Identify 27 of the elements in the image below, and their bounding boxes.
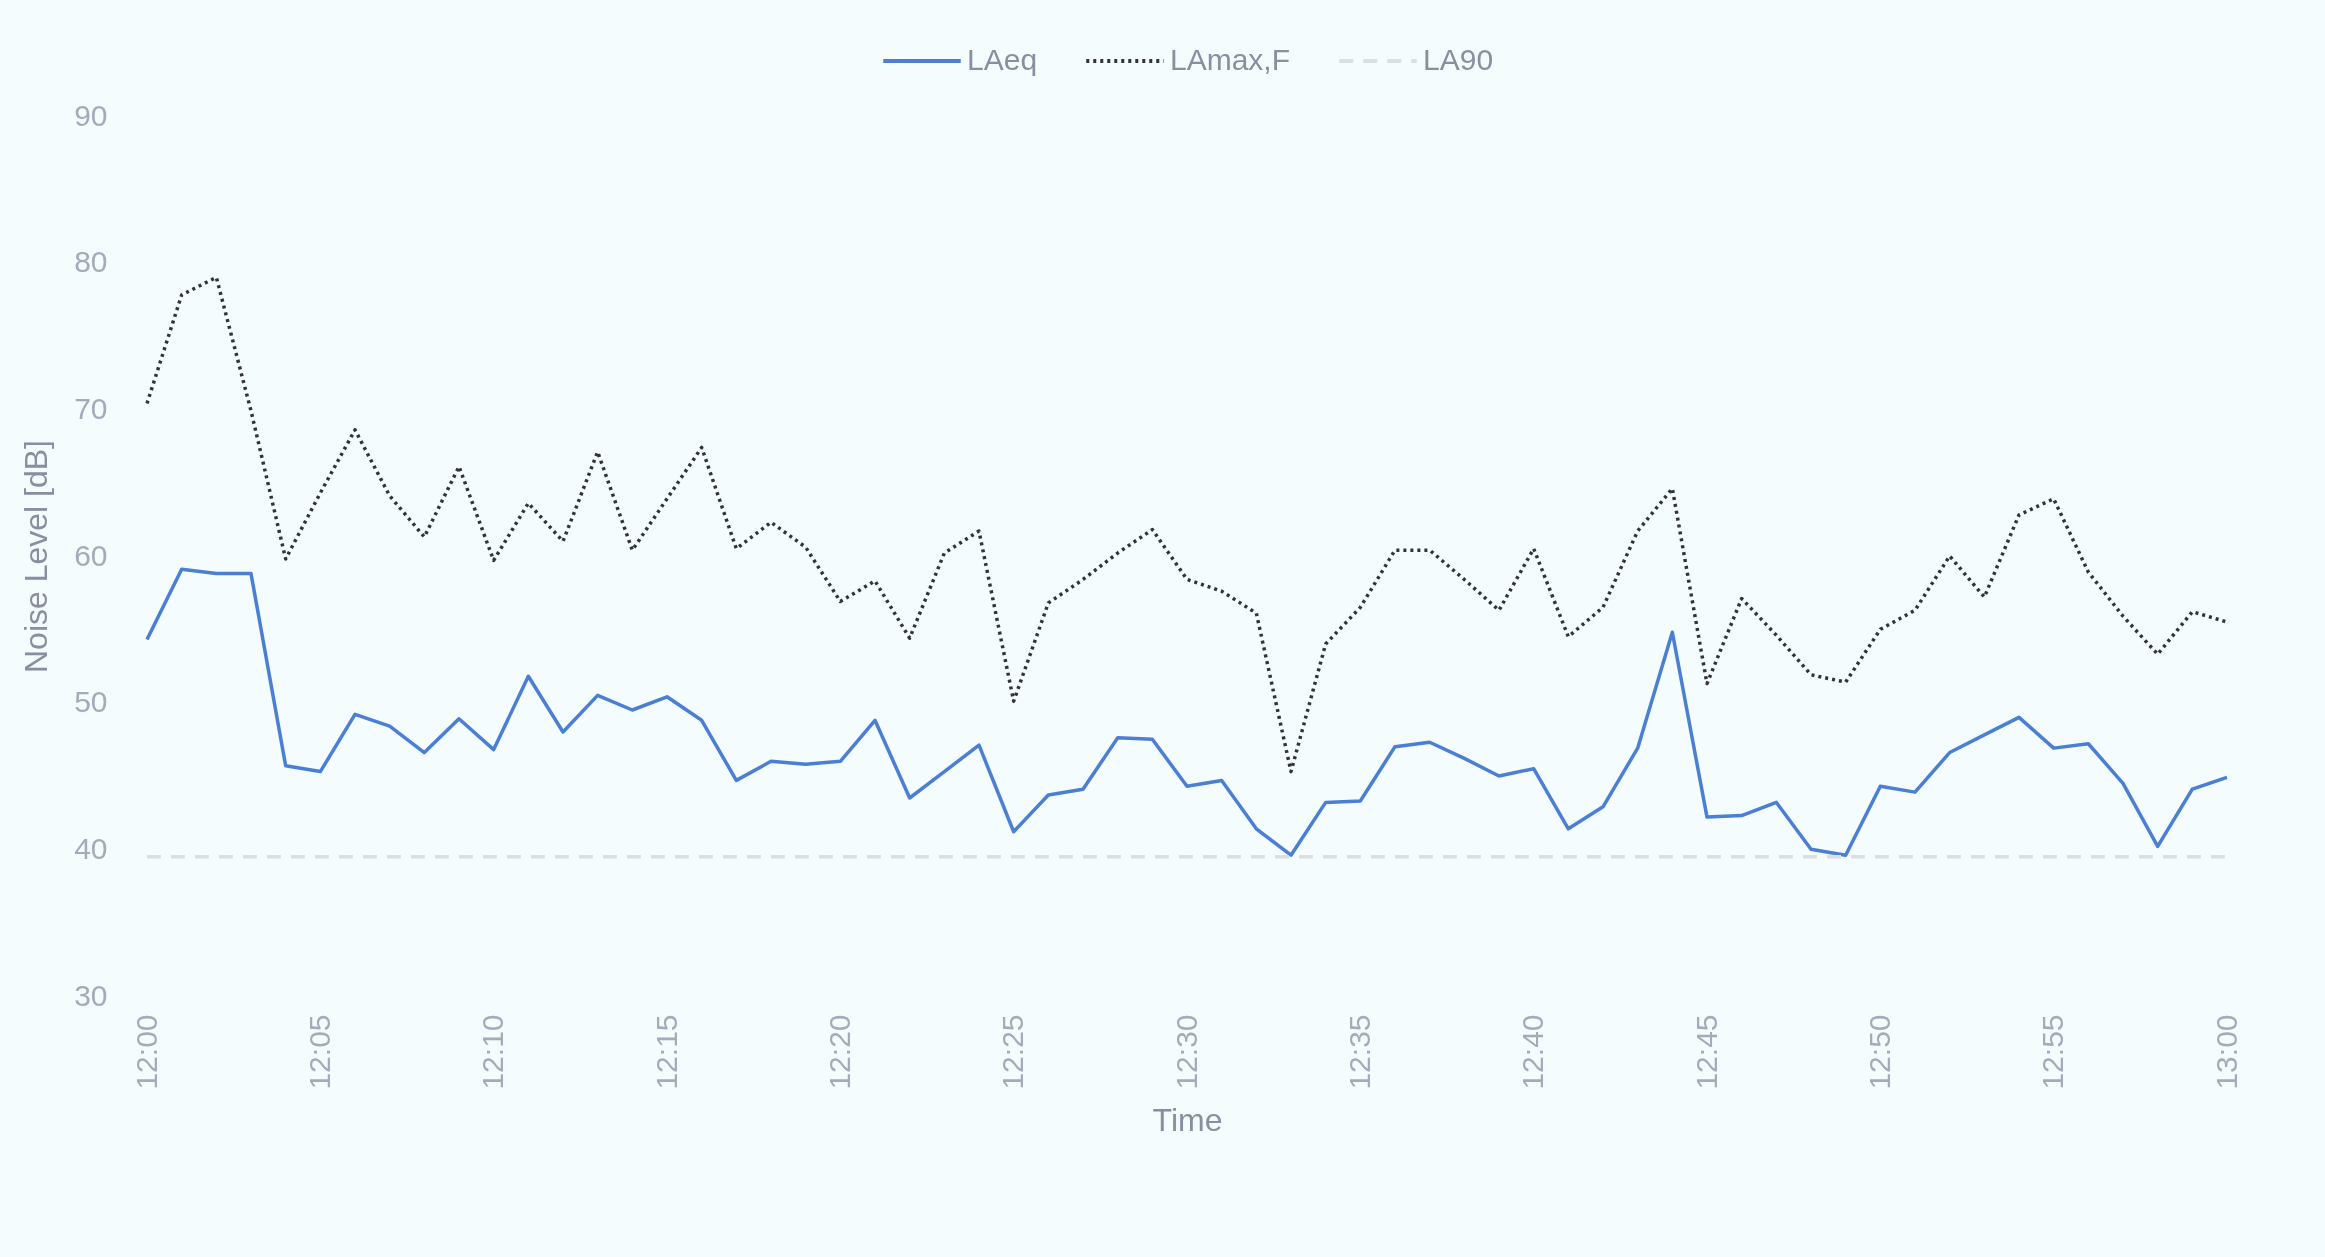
x-tick-label: 12:20 — [822, 1014, 856, 1090]
x-tick-label: 12:10 — [476, 1014, 510, 1090]
x-tick-label: 12:30 — [1169, 1014, 1203, 1090]
y-tick-label: 80 — [74, 245, 108, 279]
legend-label: LA90 — [1423, 43, 1494, 76]
x-tick-label: 12:25 — [996, 1014, 1030, 1090]
y-tick-label: 90 — [74, 98, 108, 132]
legend-label: LAeq — [967, 43, 1038, 76]
x-tick-label: 12:45 — [1689, 1014, 1723, 1090]
y-tick-label: 70 — [74, 391, 108, 425]
y-tick-label: 50 — [74, 685, 108, 719]
x-tick-label: 12:40 — [1516, 1014, 1550, 1090]
line-series — [145, 275, 2229, 774]
line-series — [145, 567, 2229, 857]
x-tick-label: 13:00 — [2209, 1014, 2243, 1090]
legend-label: LAmax,F — [1170, 43, 1291, 76]
x-tick-label: 12:50 — [1862, 1014, 1896, 1090]
y-axis-title: Noise Level [dB] — [18, 439, 55, 674]
x-tick-label: 12:00 — [129, 1014, 163, 1090]
y-tick-label: 30 — [74, 978, 108, 1012]
y-tick-label: 60 — [74, 538, 108, 572]
x-tick-label: 12:15 — [649, 1014, 683, 1090]
x-tick-label: 12:35 — [1342, 1014, 1376, 1090]
x-tick-label: 12:55 — [2036, 1014, 2070, 1090]
x-axis-title: Time — [1152, 1101, 1223, 1138]
y-tick-label: 40 — [74, 831, 108, 865]
x-tick-label: 12:05 — [302, 1014, 336, 1090]
